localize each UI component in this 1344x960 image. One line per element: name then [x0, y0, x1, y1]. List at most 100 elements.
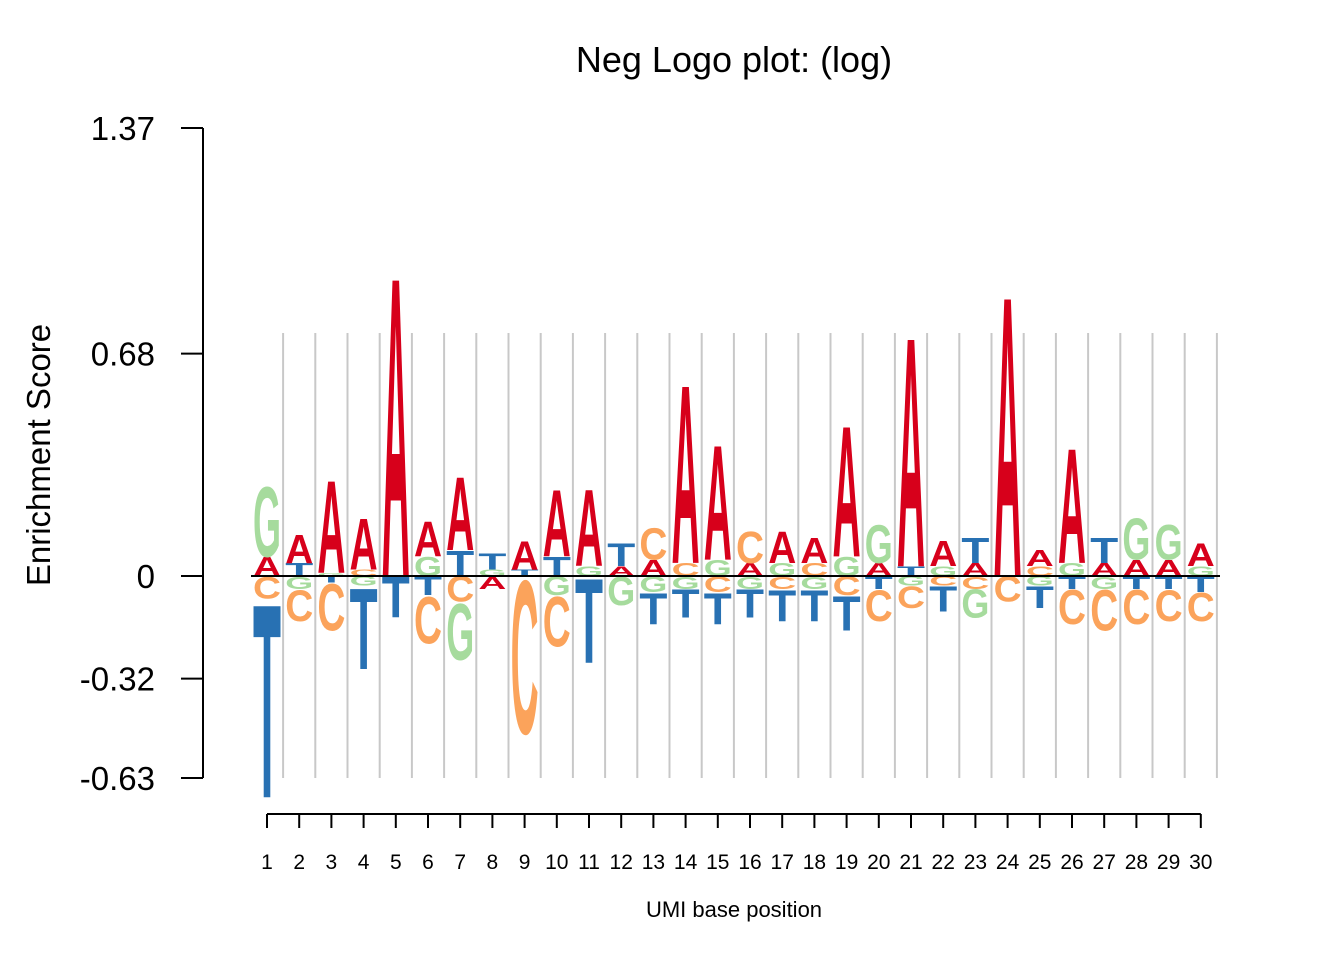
glyph-letter: T [639, 584, 667, 634]
glyph-c: C [446, 571, 474, 611]
glyph-a: A [414, 511, 442, 567]
glyph-letter: C [1058, 579, 1086, 635]
glyph-a: A [865, 560, 893, 581]
glyph-c: C [639, 519, 667, 570]
glyph-letter: A [800, 530, 828, 571]
glyph-letter: C [511, 536, 539, 781]
x-tick-label: 11 [578, 851, 600, 874]
x-tick-label: 21 [899, 851, 922, 874]
glyph-t: T [478, 549, 506, 574]
glyph-letter: G [478, 568, 506, 578]
x-tick-label: 30 [1189, 851, 1212, 874]
glyph-letter: C [1122, 579, 1150, 635]
glyph-c: C [929, 574, 957, 589]
glyph-a: A [833, 386, 861, 596]
glyph-a: A [382, 187, 410, 667]
glyph-g: G [833, 552, 861, 582]
glyph-letter: A [736, 560, 764, 581]
glyph-t: T [350, 565, 378, 695]
glyph-letter: C [929, 574, 957, 589]
glyph-letter: G [672, 573, 700, 593]
y-axis-label: Enrichment Score [20, 324, 57, 586]
glyph-a: A [961, 560, 989, 581]
glyph-t: T [768, 581, 796, 631]
glyph-c: C [768, 573, 796, 593]
glyph-letter: G [1090, 573, 1118, 593]
glyph-letter: A [446, 455, 474, 573]
glyph-letter: G [350, 574, 378, 589]
glyph-a: A [253, 552, 281, 582]
glyph-letter: T [317, 575, 345, 585]
glyph-a: A [575, 468, 603, 590]
glyph-t: T [1058, 573, 1086, 593]
x-tick-label: 13 [642, 851, 665, 874]
glyph-letter: T [1026, 579, 1054, 615]
glyph-letter: A [1090, 560, 1118, 581]
glyph-letter: C [994, 571, 1022, 611]
glyph-g: G [253, 467, 281, 579]
glyph-t: T [253, 547, 281, 858]
glyph-c: C [317, 570, 345, 645]
glyph-letter: T [1155, 573, 1183, 593]
glyph-c: C [672, 560, 700, 581]
glyph-t: T [285, 560, 313, 581]
glyph-letter: C [768, 573, 796, 593]
glyph-letter: C [414, 583, 442, 658]
glyph-letter: T [253, 547, 281, 858]
glyph-letter: A [994, 212, 1022, 662]
glyph-letter: A [511, 532, 539, 579]
glyph-g: G [350, 574, 378, 589]
x-tick-label: 9 [519, 851, 531, 874]
glyph-g: G [865, 515, 893, 576]
x-tick-label: 28 [1125, 851, 1148, 874]
glyph-g: G [1058, 560, 1086, 581]
glyph-a: A [285, 525, 313, 572]
glyph-a: A [994, 212, 1022, 662]
glyph-c: C [350, 568, 378, 578]
glyph-g: G [736, 573, 764, 593]
glyph-c: C [736, 522, 764, 573]
y-tick-label: -0.63 [80, 760, 155, 797]
x-tick-label: 7 [454, 851, 466, 874]
glyph-letter: C [961, 573, 989, 593]
x-tick-label: 16 [738, 851, 761, 874]
glyph-g: G [768, 560, 796, 581]
glyph-letter: A [1187, 537, 1215, 573]
glyph-t: T [575, 554, 603, 690]
glyph-g: G [961, 582, 989, 627]
glyph-letter: G [414, 552, 442, 582]
glyph-letter: C [897, 579, 925, 615]
x-axis-label: UMI base position [646, 897, 822, 922]
x-tick-label: 25 [1028, 851, 1051, 874]
glyph-letter: G [833, 552, 861, 582]
glyph-letter: C [800, 560, 828, 581]
glyph-letter: G [1122, 506, 1150, 573]
glyph-a: A [478, 573, 506, 593]
glyph-letter: C [350, 568, 378, 578]
glyph-letter: T [511, 568, 539, 578]
glyph-letter: A [961, 560, 989, 581]
glyph-letter: C [865, 581, 893, 631]
glyph-g: G [897, 574, 925, 589]
y-tick-label: -0.32 [80, 661, 155, 698]
glyph-c: C [543, 582, 571, 662]
glyph-letter: T [350, 565, 378, 695]
glyph-t: T [672, 582, 701, 627]
x-tick-label: 4 [358, 851, 370, 874]
x-tick-label: 10 [545, 851, 568, 874]
glyph-letter: C [543, 582, 571, 662]
glyph-letter: A [1026, 546, 1054, 571]
x-tick-label: 3 [326, 851, 338, 874]
glyph-letter: A [575, 468, 603, 590]
glyph-t: T [511, 568, 539, 578]
glyph-letter: C [1090, 578, 1118, 643]
x-tick-label: 17 [771, 851, 794, 874]
glyph-c: C [961, 573, 989, 593]
glyph-a: A [543, 469, 571, 577]
glyph-t: T [639, 584, 667, 634]
glyph-c: C [1155, 581, 1183, 631]
glyph-g: G [285, 573, 313, 593]
glyph-letter: T [929, 580, 957, 620]
